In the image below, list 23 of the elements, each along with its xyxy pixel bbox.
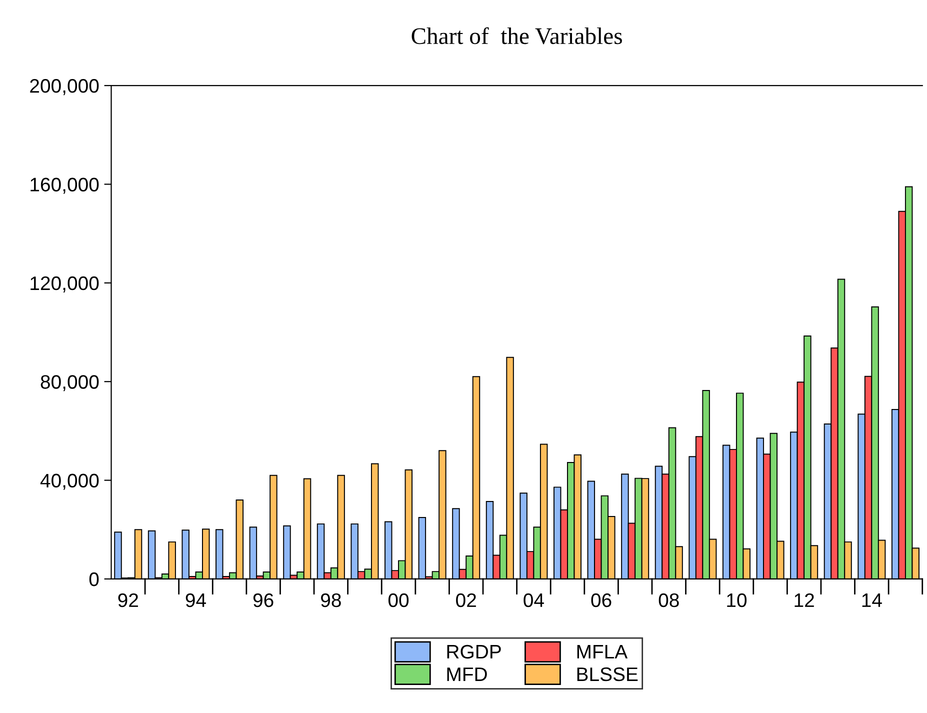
x-tick-label: 14	[862, 594, 882, 607]
y-tick-label: 0	[89, 572, 99, 586]
y-tick-label: 40,000	[40, 474, 99, 490]
x-tick-label: 98	[321, 593, 341, 608]
x-tick-label: 04	[524, 593, 544, 608]
x-tick-label: 06	[591, 593, 612, 608]
legend-label: MFD	[447, 668, 487, 681]
x-tick-label: 12	[794, 593, 814, 607]
chart-title: Chart of the Variables	[412, 27, 622, 44]
legend-label: MFLA	[577, 645, 628, 658]
legend-label: BLSSE	[577, 667, 638, 682]
y-tick-label: 200,000	[30, 79, 99, 96]
x-tick-label: 94	[186, 593, 206, 608]
x-tick-label: 10	[727, 593, 747, 608]
y-tick-label: 160,000	[30, 178, 99, 194]
x-tick-label: 96	[253, 593, 274, 608]
y-tick-label: 80,000	[40, 375, 99, 392]
legend-label: RGDP	[447, 644, 501, 659]
x-tick-label: 92	[118, 593, 138, 608]
x-tick-label: 02	[456, 593, 476, 608]
x-tick-label: 00	[388, 593, 409, 608]
y-tick-label: 120,000	[30, 276, 99, 292]
x-tick-label: 08	[658, 593, 679, 608]
